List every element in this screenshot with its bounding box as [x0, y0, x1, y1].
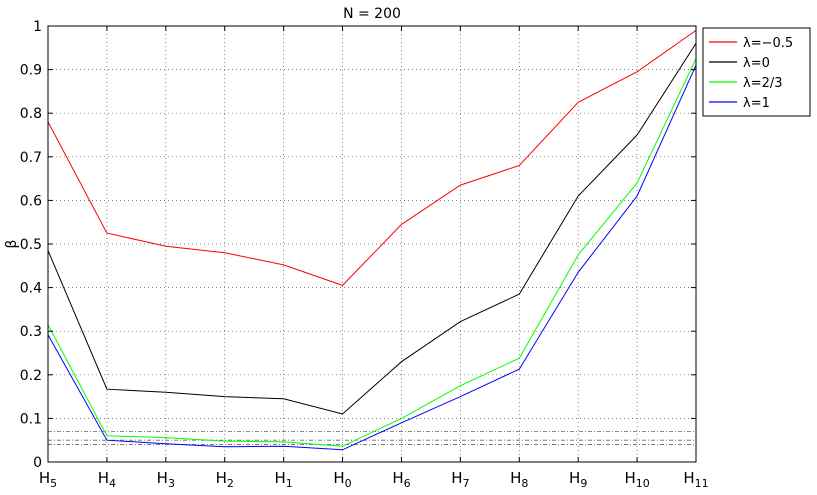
x-tick-label-base: H: [216, 469, 227, 487]
series-line--0-5: [47, 29, 697, 286]
y-tick-label: 0.9: [20, 63, 42, 79]
x-tick-label-base: H: [39, 469, 50, 487]
x-tick-label-base: H: [451, 469, 462, 487]
x-tick-label: H3: [157, 469, 175, 490]
x-tick-label: H5: [39, 469, 57, 490]
y-axis-label: β: [4, 240, 20, 249]
y-tick-label: 0.4: [20, 281, 42, 297]
y-tick-label: 0.6: [20, 193, 42, 209]
x-tick-label-base: H: [510, 469, 521, 487]
x-tick-label-base: H: [333, 469, 344, 487]
x-tick-label-subscript: 0: [345, 477, 352, 490]
x-tick-label-subscript: 4: [109, 477, 116, 490]
x-tick-label-subscript: 5: [50, 477, 57, 490]
x-tick-label-subscript: 7: [463, 477, 470, 490]
x-tick-label: H1: [274, 469, 292, 490]
x-tick-label: H4: [98, 469, 116, 490]
x-tick-label-subscript: 6: [404, 477, 411, 490]
x-tick-label: H9: [569, 469, 587, 490]
x-tick-label: H6: [392, 469, 410, 490]
x-tick-label-base: H: [392, 469, 403, 487]
y-tick-label: 0.3: [20, 324, 42, 340]
series-line--2-3: [47, 58, 697, 447]
y-tick-label: 0.7: [20, 150, 42, 166]
x-tick-label-base: H: [683, 469, 694, 487]
x-tick-label-base: H: [98, 469, 109, 487]
x-tick-label: H7: [451, 469, 469, 490]
x-tick-label: H11: [683, 469, 708, 490]
x-tick-label-subscript: 9: [580, 477, 587, 490]
x-tick-label-subscript: 2: [227, 477, 234, 490]
legend-entry-label: λ=0: [743, 56, 770, 71]
chart-title: N = 200: [343, 6, 401, 22]
x-tick-label-base: H: [157, 469, 168, 487]
y-tick-label: 0.1: [20, 411, 42, 427]
x-tick-label-base: H: [624, 469, 635, 487]
legend: λ=−0.5 λ=0 λ=2/3 λ=1: [702, 27, 811, 117]
x-tick-label-subscript: 10: [636, 477, 650, 490]
x-tick-label-subscript: 11: [695, 477, 709, 490]
x-tick-label: H2: [216, 469, 234, 490]
x-tick-label-subscript: 8: [521, 477, 528, 490]
y-tick-label: 0: [33, 455, 42, 471]
y-tick-label: 0.2: [20, 368, 42, 384]
x-tick-label-base: H: [274, 469, 285, 487]
series-line--0: [47, 43, 697, 415]
x-tick-label: H10: [624, 469, 649, 490]
legend-entry-label: λ=2/3: [743, 76, 783, 91]
x-tick-label-subscript: 3: [168, 477, 175, 490]
x-tick-label-subscript: 1: [286, 477, 293, 490]
legend-entry-label: λ=−0.5: [743, 36, 793, 51]
legend-box: [702, 27, 811, 117]
y-tick-label: 0.8: [20, 106, 42, 122]
x-tick-label-base: H: [569, 469, 580, 487]
x-tick-label: H8: [510, 469, 528, 490]
x-tick-label: H0: [333, 469, 351, 490]
y-tick-label: 0.5: [20, 237, 42, 253]
legend-entry-label: λ=1: [743, 96, 770, 111]
series-line--1: [47, 64, 697, 451]
y-tick-label: 1: [33, 19, 42, 35]
